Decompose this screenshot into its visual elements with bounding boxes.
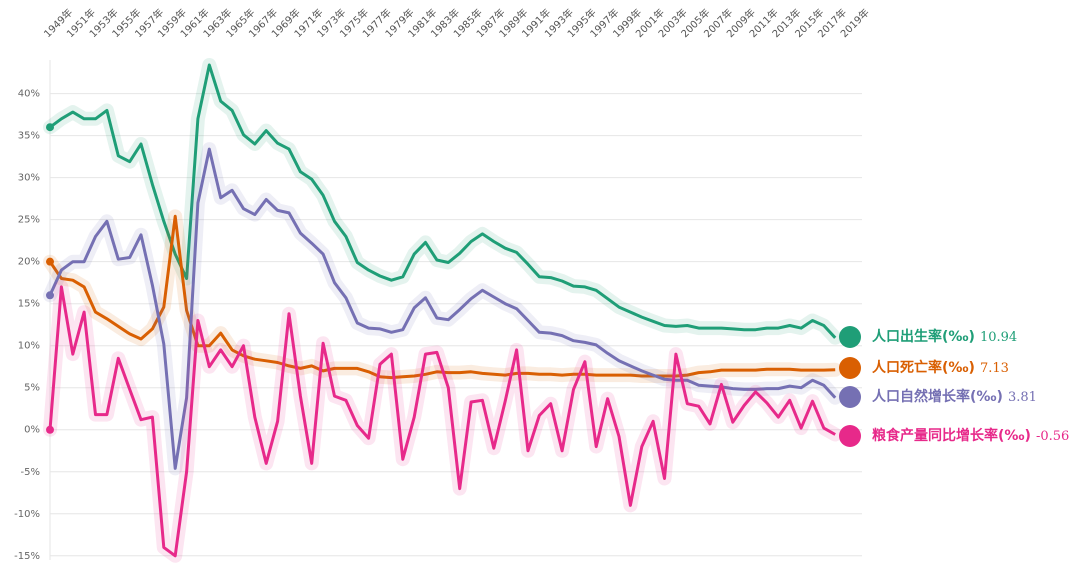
legend-name: 人口死亡率(‰) [872,359,975,376]
y-tick-label: 20% [18,257,40,268]
legend-entry: 人口出生率(‰) 10.94 [872,328,1017,345]
legend-marker [839,326,861,348]
legend-entry: 人口死亡率(‰) 7.13 [872,359,1009,376]
legend-value: -0.56 [1036,429,1069,444]
legend-marker [839,357,861,379]
y-tick-label: 0% [24,425,40,436]
legend-entry: 粮食产量同比增长率(‰) -0.56 [872,427,1069,444]
legend-name: 人口出生率(‰) [872,328,975,345]
legend-entry: 人口自然增长率(‰) 3.81 [872,388,1037,405]
y-tick-label: -10% [14,509,40,520]
legend-value: 7.13 [980,361,1009,376]
legend-value: 10.94 [980,330,1017,345]
y-tick-label: 30% [18,173,40,184]
y-tick-label: 40% [18,89,40,100]
y-tick-label: 10% [18,341,40,352]
legend-marker [839,425,861,447]
legend-marker [839,386,861,408]
y-tick-label: 25% [18,215,40,226]
legend-name: 人口自然增长率(‰) [872,388,1003,405]
y-tick-label: 5% [24,383,40,394]
start-dot [46,291,54,300]
start-dot [46,257,54,266]
start-dot [46,123,54,132]
y-tick-label: -5% [21,467,40,478]
y-tick-label: 15% [18,299,40,310]
legend-name: 粮食产量同比增长率(‰) [872,427,1031,444]
y-tick-label: 35% [18,131,40,142]
y-tick-label: -15% [14,551,40,562]
line [48,285,836,558]
legend-value: 3.81 [1008,390,1037,405]
start-dot [46,425,54,434]
line [48,147,837,470]
